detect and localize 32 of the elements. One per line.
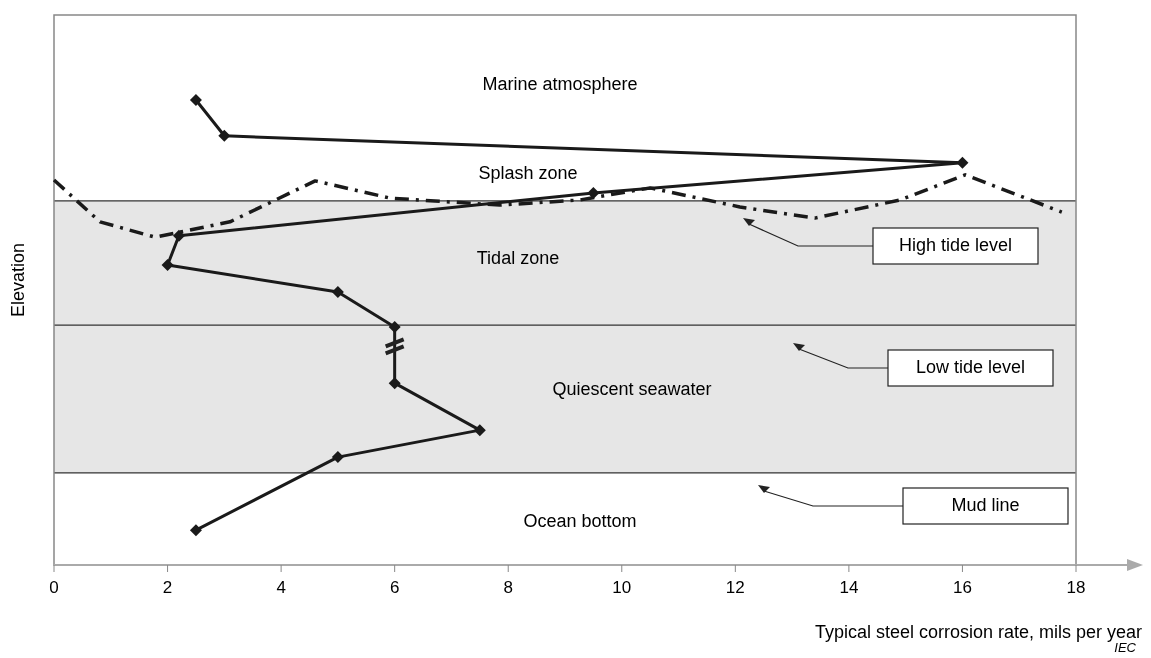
ref-line-label: Mud line xyxy=(951,494,1020,515)
text: IEC xyxy=(1114,640,1137,655)
point xyxy=(331,286,344,299)
x-tick-label: 18 xyxy=(1066,578,1086,597)
x-tick-label: 4 xyxy=(276,578,286,597)
x-tick-label: 16 xyxy=(952,578,972,597)
annotation: Ocean bottom xyxy=(523,510,637,531)
point xyxy=(189,524,202,537)
x-axis-title: Typical steel corrosion rate, mils per year xyxy=(814,622,1142,642)
x-tick-label: 12 xyxy=(725,578,745,597)
y-axis-title: Elevation xyxy=(8,242,28,318)
point xyxy=(388,320,401,333)
point xyxy=(161,259,174,272)
ref-line-label: High tide level xyxy=(898,234,1013,255)
ref-line-label: Low tide level xyxy=(915,356,1026,377)
x-tick-label: 0 xyxy=(49,578,59,597)
x-tick-label: 14 xyxy=(839,578,859,597)
x-tick-label: 10 xyxy=(612,578,632,597)
x-tick-label: 8 xyxy=(503,578,513,597)
point xyxy=(218,129,231,142)
band-label: Tidal zone xyxy=(476,247,560,268)
x-tick-label: 2 xyxy=(162,578,173,597)
point xyxy=(587,187,600,199)
point xyxy=(473,424,486,437)
point xyxy=(189,94,202,106)
band-label: Quiescent seawater xyxy=(552,378,712,399)
point xyxy=(331,451,344,464)
x-tick-label: 6 xyxy=(389,578,400,597)
text: Marine atmosphere xyxy=(482,73,638,94)
annotation: Splash zone xyxy=(478,162,578,183)
point xyxy=(172,229,185,242)
point xyxy=(388,377,401,390)
